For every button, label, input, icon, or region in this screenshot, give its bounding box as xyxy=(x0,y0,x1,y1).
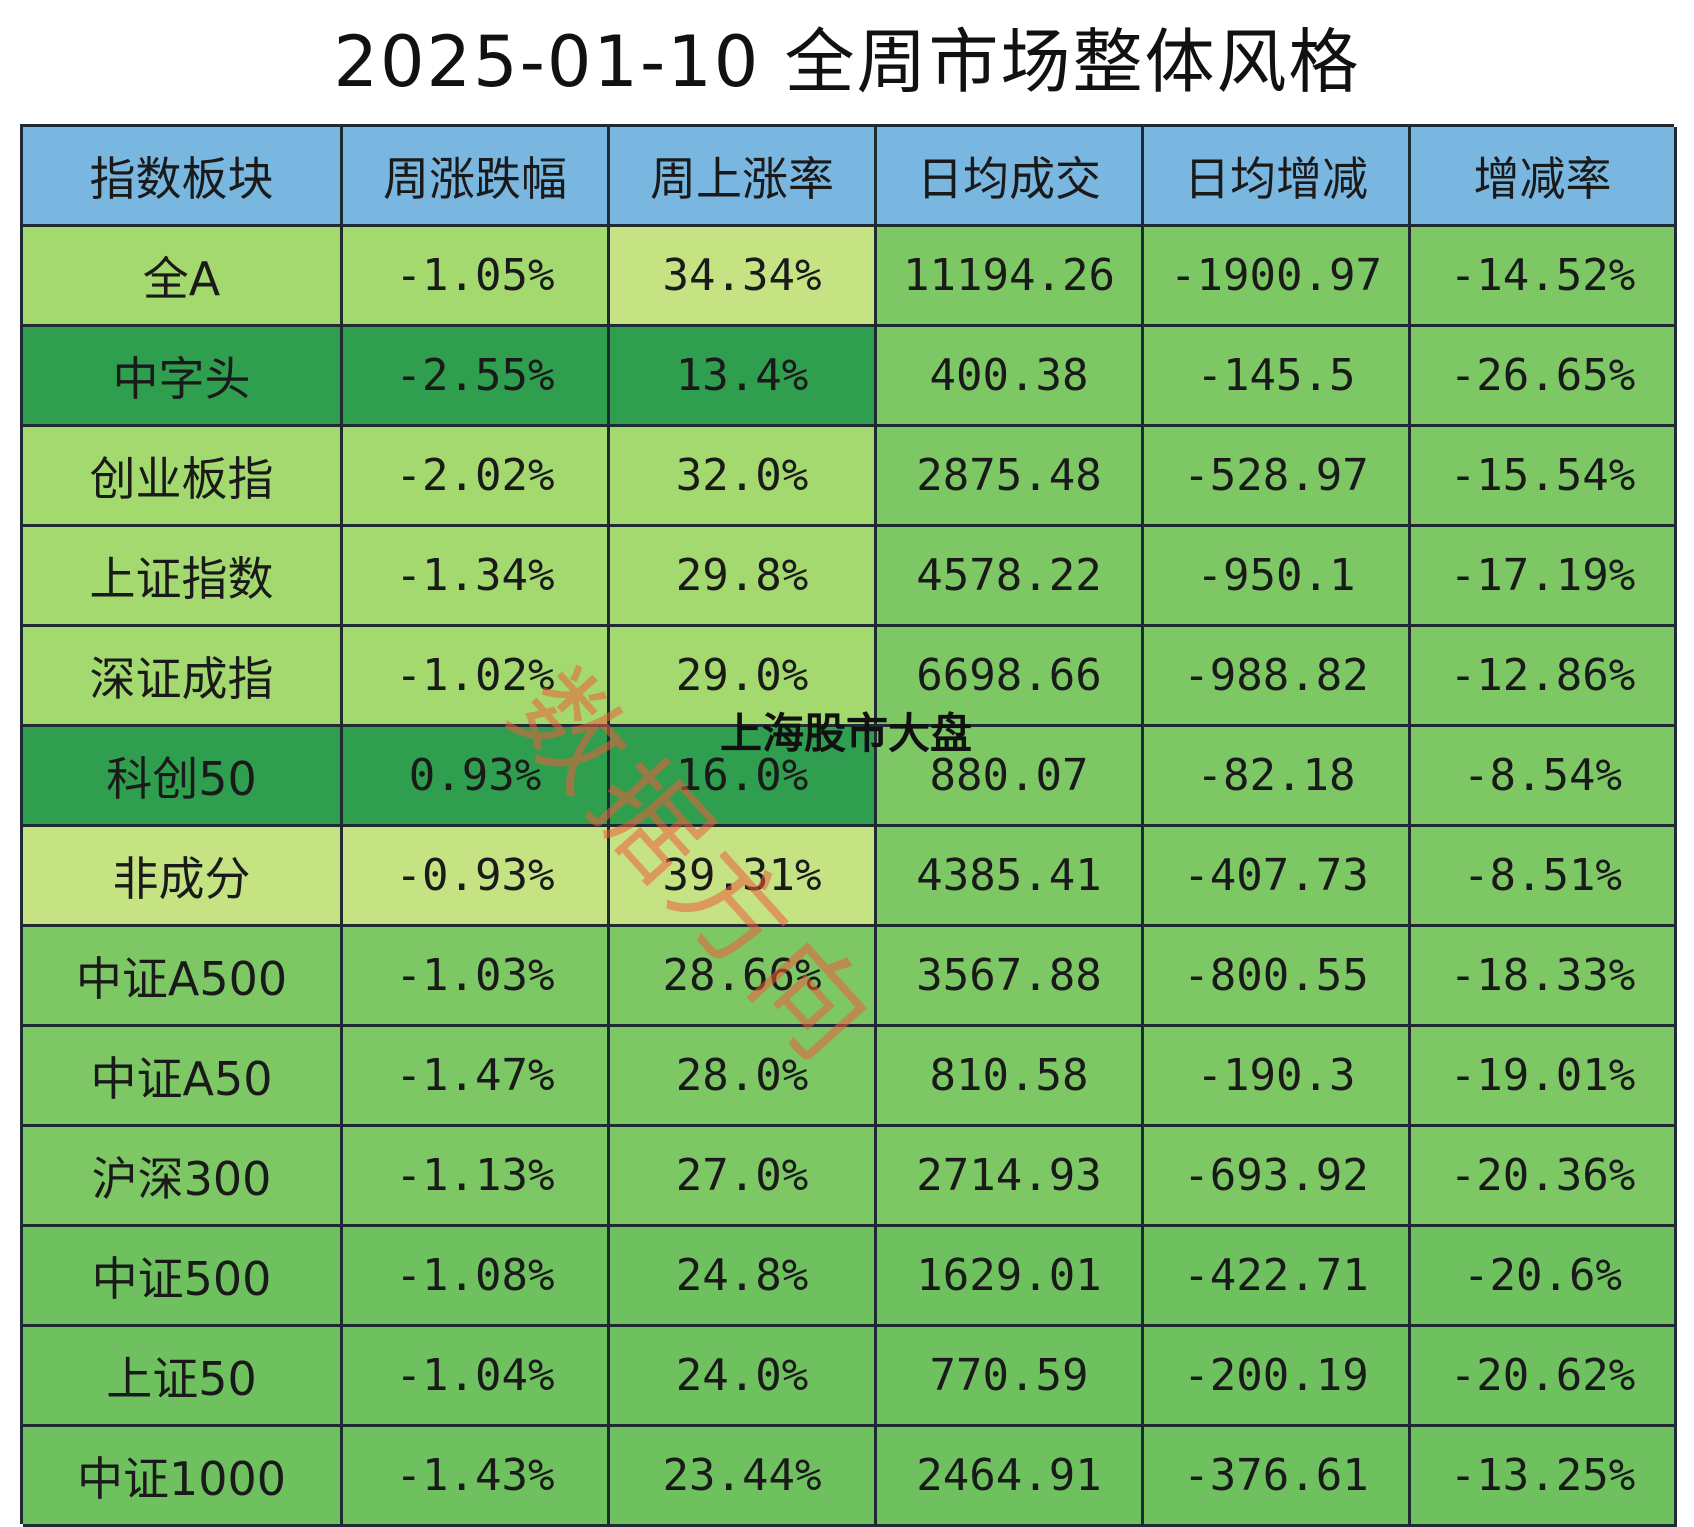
row-label: 中证A50 xyxy=(23,1027,343,1127)
table-cell: 13.4% xyxy=(610,327,877,427)
table-cell: -800.55 xyxy=(1144,927,1411,1027)
row-label: 上证指数 xyxy=(23,527,343,627)
table-cell: 6698.66 xyxy=(877,627,1144,727)
table-cell: -26.65% xyxy=(1411,327,1677,427)
table-cell: -20.6% xyxy=(1411,1227,1677,1327)
table-cell: -14.52% xyxy=(1411,227,1677,327)
table-cell: -1.08% xyxy=(343,1227,610,1327)
table-cell: -2.02% xyxy=(343,427,610,527)
table-cell: 770.59 xyxy=(877,1327,1144,1427)
table-cell: -1900.97 xyxy=(1144,227,1411,327)
table-cell: 29.0% xyxy=(610,627,877,727)
table-cell: -17.19% xyxy=(1411,527,1677,627)
table-cell: -19.01% xyxy=(1411,1027,1677,1127)
table-cell: 29.8% xyxy=(610,527,877,627)
table-cell: 1629.01 xyxy=(877,1227,1144,1327)
market-style-table: 指数板块 周涨跌幅 周上涨率 日均成交 日均增减 增减率全A -1.05% 34.34% 111… xyxy=(20,124,1677,1527)
table-cell: 24.8% xyxy=(610,1227,877,1327)
table-cell: 16.0% xyxy=(610,727,877,827)
column-header: 周涨跌幅 xyxy=(343,127,610,227)
table-cell: 810.58 xyxy=(877,1027,1144,1127)
table-cell: -1.43% xyxy=(343,1427,610,1527)
row-label: 中字头 xyxy=(23,327,343,427)
column-header: 增减率 xyxy=(1411,127,1677,227)
table-cell: -950.1 xyxy=(1144,527,1411,627)
row-label: 深证成指 xyxy=(23,627,343,727)
row-label: 沪深300 xyxy=(23,1127,343,1227)
column-header: 日均成交 xyxy=(877,127,1144,227)
table-cell: -422.71 xyxy=(1144,1227,1411,1327)
table-cell: -20.36% xyxy=(1411,1127,1677,1227)
column-header: 周上涨率 xyxy=(610,127,877,227)
table-cell: 2875.48 xyxy=(877,427,1144,527)
table-cell: 34.34% xyxy=(610,227,877,327)
column-header: 日均增减 xyxy=(1144,127,1411,227)
table-cell: -200.19 xyxy=(1144,1327,1411,1427)
table-cell: 400.38 xyxy=(877,327,1144,427)
table-cell: -1.13% xyxy=(343,1127,610,1227)
table-cell: 39.31% xyxy=(610,827,877,927)
table-cell: -82.18 xyxy=(1144,727,1411,827)
table-cell: -407.73 xyxy=(1144,827,1411,927)
table-cell: -0.93% xyxy=(343,827,610,927)
table-cell: 880.07 xyxy=(877,727,1144,827)
row-label: 创业板指 xyxy=(23,427,343,527)
table-cell: -8.51% xyxy=(1411,827,1677,927)
table-cell: -693.92 xyxy=(1144,1127,1411,1227)
table-cell: 4578.22 xyxy=(877,527,1144,627)
table-cell: -988.82 xyxy=(1144,627,1411,727)
table-cell: -145.5 xyxy=(1144,327,1411,427)
row-label: 全A xyxy=(23,227,343,327)
row-label: 中证1000 xyxy=(23,1427,343,1527)
row-label: 上证50 xyxy=(23,1327,343,1427)
row-label: 中证500 xyxy=(23,1227,343,1327)
table-cell: 2714.93 xyxy=(877,1127,1144,1227)
column-header: 指数板块 xyxy=(23,127,343,227)
table-cell: -12.86% xyxy=(1411,627,1677,727)
table-cell: 28.66% xyxy=(610,927,877,1027)
row-label: 非成分 xyxy=(23,827,343,927)
table-cell: -528.97 xyxy=(1144,427,1411,527)
table-cell: -1.02% xyxy=(343,627,610,727)
overlay-caption: 上海股市大盘 xyxy=(720,709,973,758)
row-label: 科创50 xyxy=(23,727,343,827)
table-cell: 4385.41 xyxy=(877,827,1144,927)
table-cell: -1.04% xyxy=(343,1327,610,1427)
table-cell: -2.55% xyxy=(343,327,610,427)
table-cell: -1.34% xyxy=(343,527,610,627)
table-cell: 32.0% xyxy=(610,427,877,527)
table-cell: 0.93% xyxy=(343,727,610,827)
table-cell: -13.25% xyxy=(1411,1427,1677,1527)
table-cell: -190.3 xyxy=(1144,1027,1411,1127)
table-cell: -18.33% xyxy=(1411,927,1677,1027)
table-cell: 27.0% xyxy=(610,1127,877,1227)
table-cell: -376.61 xyxy=(1144,1427,1411,1527)
row-label: 中证A500 xyxy=(23,927,343,1027)
table-cell: 3567.88 xyxy=(877,927,1144,1027)
table-cell: 24.0% xyxy=(610,1327,877,1427)
table-cell: -1.47% xyxy=(343,1027,610,1127)
table-cell: -15.54% xyxy=(1411,427,1677,527)
table-cell: 2464.91 xyxy=(877,1427,1144,1527)
table-cell: -1.03% xyxy=(343,927,610,1027)
table-cell: 11194.26 xyxy=(877,227,1144,327)
table-cell: 23.44% xyxy=(610,1427,877,1527)
table-cell: 28.0% xyxy=(610,1027,877,1127)
table-cell: -1.05% xyxy=(343,227,610,327)
table-cell: -8.54% xyxy=(1411,727,1677,827)
page-title: 2025-01-10 全周市场整体风格 xyxy=(333,21,1361,103)
table-cell: -20.62% xyxy=(1411,1327,1677,1427)
